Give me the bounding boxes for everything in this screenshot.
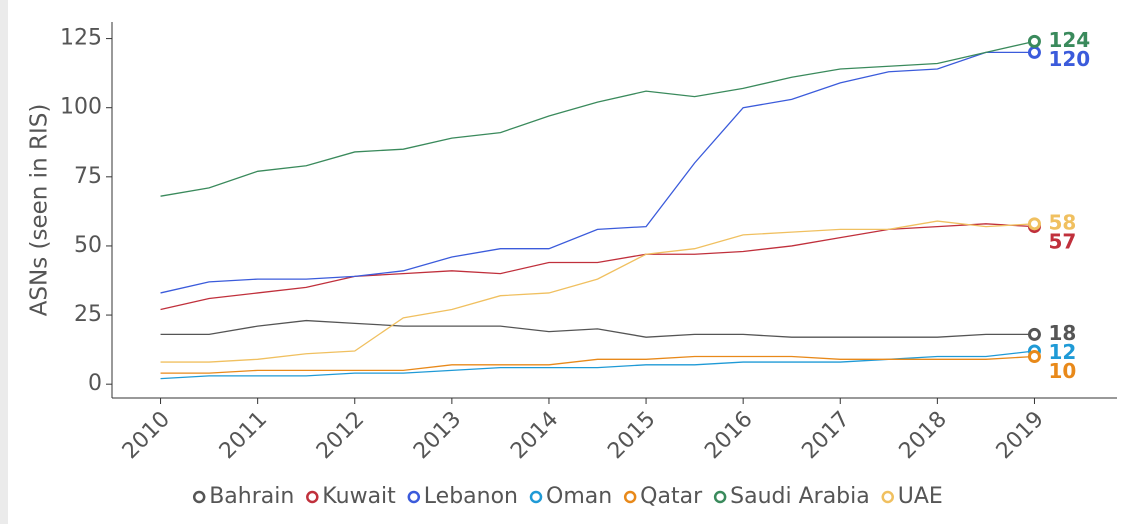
legend-marker	[192, 490, 206, 504]
legend-label: Saudi Arabia	[730, 484, 870, 509]
legend-marker	[713, 490, 727, 504]
legend-marker	[306, 490, 319, 504]
legend-label: Oman	[546, 484, 612, 509]
legend-label: Lebanon	[424, 484, 518, 509]
legend: Bahrain Kuwait Lebanon Oman Qatar Saudi Arabi…	[192, 484, 943, 509]
series-line	[160, 40, 1035, 197]
legend-marker	[623, 490, 637, 504]
legend-marker	[407, 490, 421, 504]
legend-label: Bahrain	[209, 484, 294, 509]
series-line	[160, 355, 1035, 374]
end-label: 18	[1048, 321, 1076, 345]
end-label: 12	[1048, 340, 1076, 364]
end-marker	[1027, 327, 1041, 341]
end-label: 57	[1048, 229, 1076, 253]
y-tick-label: 75	[74, 164, 102, 189]
end-label: 58	[1048, 210, 1076, 234]
end-marker	[1027, 217, 1041, 231]
legend-marker	[529, 490, 543, 504]
legend-label: Kuwait	[322, 484, 396, 509]
end-marker	[1027, 34, 1041, 48]
end-marker	[1027, 45, 1041, 59]
series-line	[160, 220, 1035, 363]
y-axis-title: ASNs (seen in RIS)	[27, 104, 53, 317]
y-tick-label: 50	[74, 233, 102, 258]
y-tick-label: 125	[60, 26, 102, 51]
legend-label: UAE	[898, 484, 943, 509]
series-line	[160, 51, 1035, 294]
series-line	[160, 319, 1035, 338]
end-label: 124	[1048, 28, 1090, 52]
legend-label: Qatar	[640, 484, 703, 509]
y-tick-label: 0	[88, 371, 102, 396]
y-tick-label: 25	[74, 302, 102, 327]
end-label: 10	[1048, 359, 1076, 383]
end-label: 120	[1048, 47, 1090, 71]
end-marker	[1027, 350, 1041, 364]
y-tick-label: 100	[60, 95, 102, 120]
legend-marker	[881, 490, 894, 504]
